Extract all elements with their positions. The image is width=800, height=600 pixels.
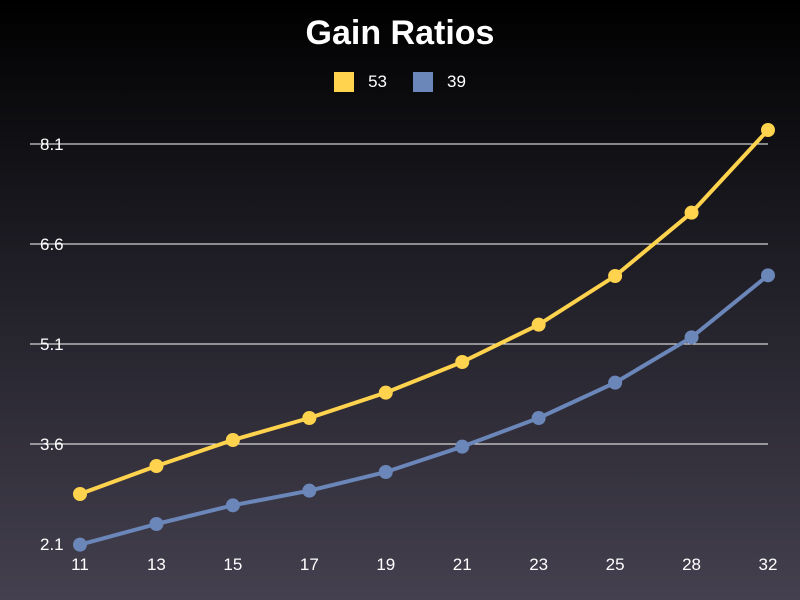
y-tick-label-1: 3.6	[40, 435, 64, 454]
x-tick-label-6: 23	[529, 555, 548, 574]
data-point-s0-4	[378, 385, 393, 400]
x-tick-label-0: 11	[71, 555, 89, 574]
data-point-s0-2	[225, 433, 240, 447]
series-line-1	[79, 273, 770, 547]
data-point-s0-9	[761, 123, 775, 137]
data-point-s1-5	[455, 439, 470, 454]
legend-swatch-series-1	[413, 72, 433, 92]
data-point-s0-8	[684, 205, 699, 220]
y-tick-label-0: 2.1	[40, 535, 64, 554]
data-point-s1-2	[225, 498, 240, 513]
data-point-s1-6	[531, 411, 546, 425]
series-line-0	[79, 128, 770, 496]
data-point-s1-4	[378, 465, 393, 479]
data-point-s0-6	[531, 317, 546, 332]
y-tick-label-4: 8.1	[40, 135, 64, 154]
data-point-s1-0	[73, 537, 87, 552]
x-tick-label-4: 19	[376, 555, 395, 574]
legend: 53 39	[0, 72, 800, 92]
legend-item-series-0: 53	[334, 72, 387, 92]
x-tick-label-3: 17	[300, 555, 319, 574]
chart-title: Gain Ratios	[305, 14, 495, 52]
data-point-s0-0	[73, 487, 87, 501]
y-tick-label-3: 6.6	[40, 235, 64, 254]
y-tick-label-2: 5.1	[40, 335, 64, 354]
x-tick-label-7: 25	[606, 555, 625, 574]
data-point-s1-9	[761, 268, 775, 283]
legend-label-series-0: 53	[368, 72, 387, 91]
data-point-s1-3	[302, 483, 317, 498]
x-tick-label-5: 21	[453, 555, 472, 574]
x-tick-label-8: 28	[682, 555, 701, 574]
legend-item-series-1: 39	[413, 72, 466, 92]
legend-swatch-series-0	[334, 72, 355, 92]
data-point-s0-1	[149, 459, 164, 473]
x-tick-label-2: 15	[223, 555, 242, 574]
data-point-s1-7	[608, 375, 623, 390]
data-point-s0-7	[608, 269, 623, 283]
x-tick-label-1: 13	[147, 555, 166, 574]
data-point-s0-5	[455, 355, 470, 369]
data-point-s0-3	[302, 411, 317, 425]
data-point-s1-1	[149, 517, 164, 531]
legend-label-series-1: 39	[447, 72, 466, 91]
x-tick-label-9: 32	[759, 555, 778, 574]
data-point-s1-8	[684, 330, 699, 345]
